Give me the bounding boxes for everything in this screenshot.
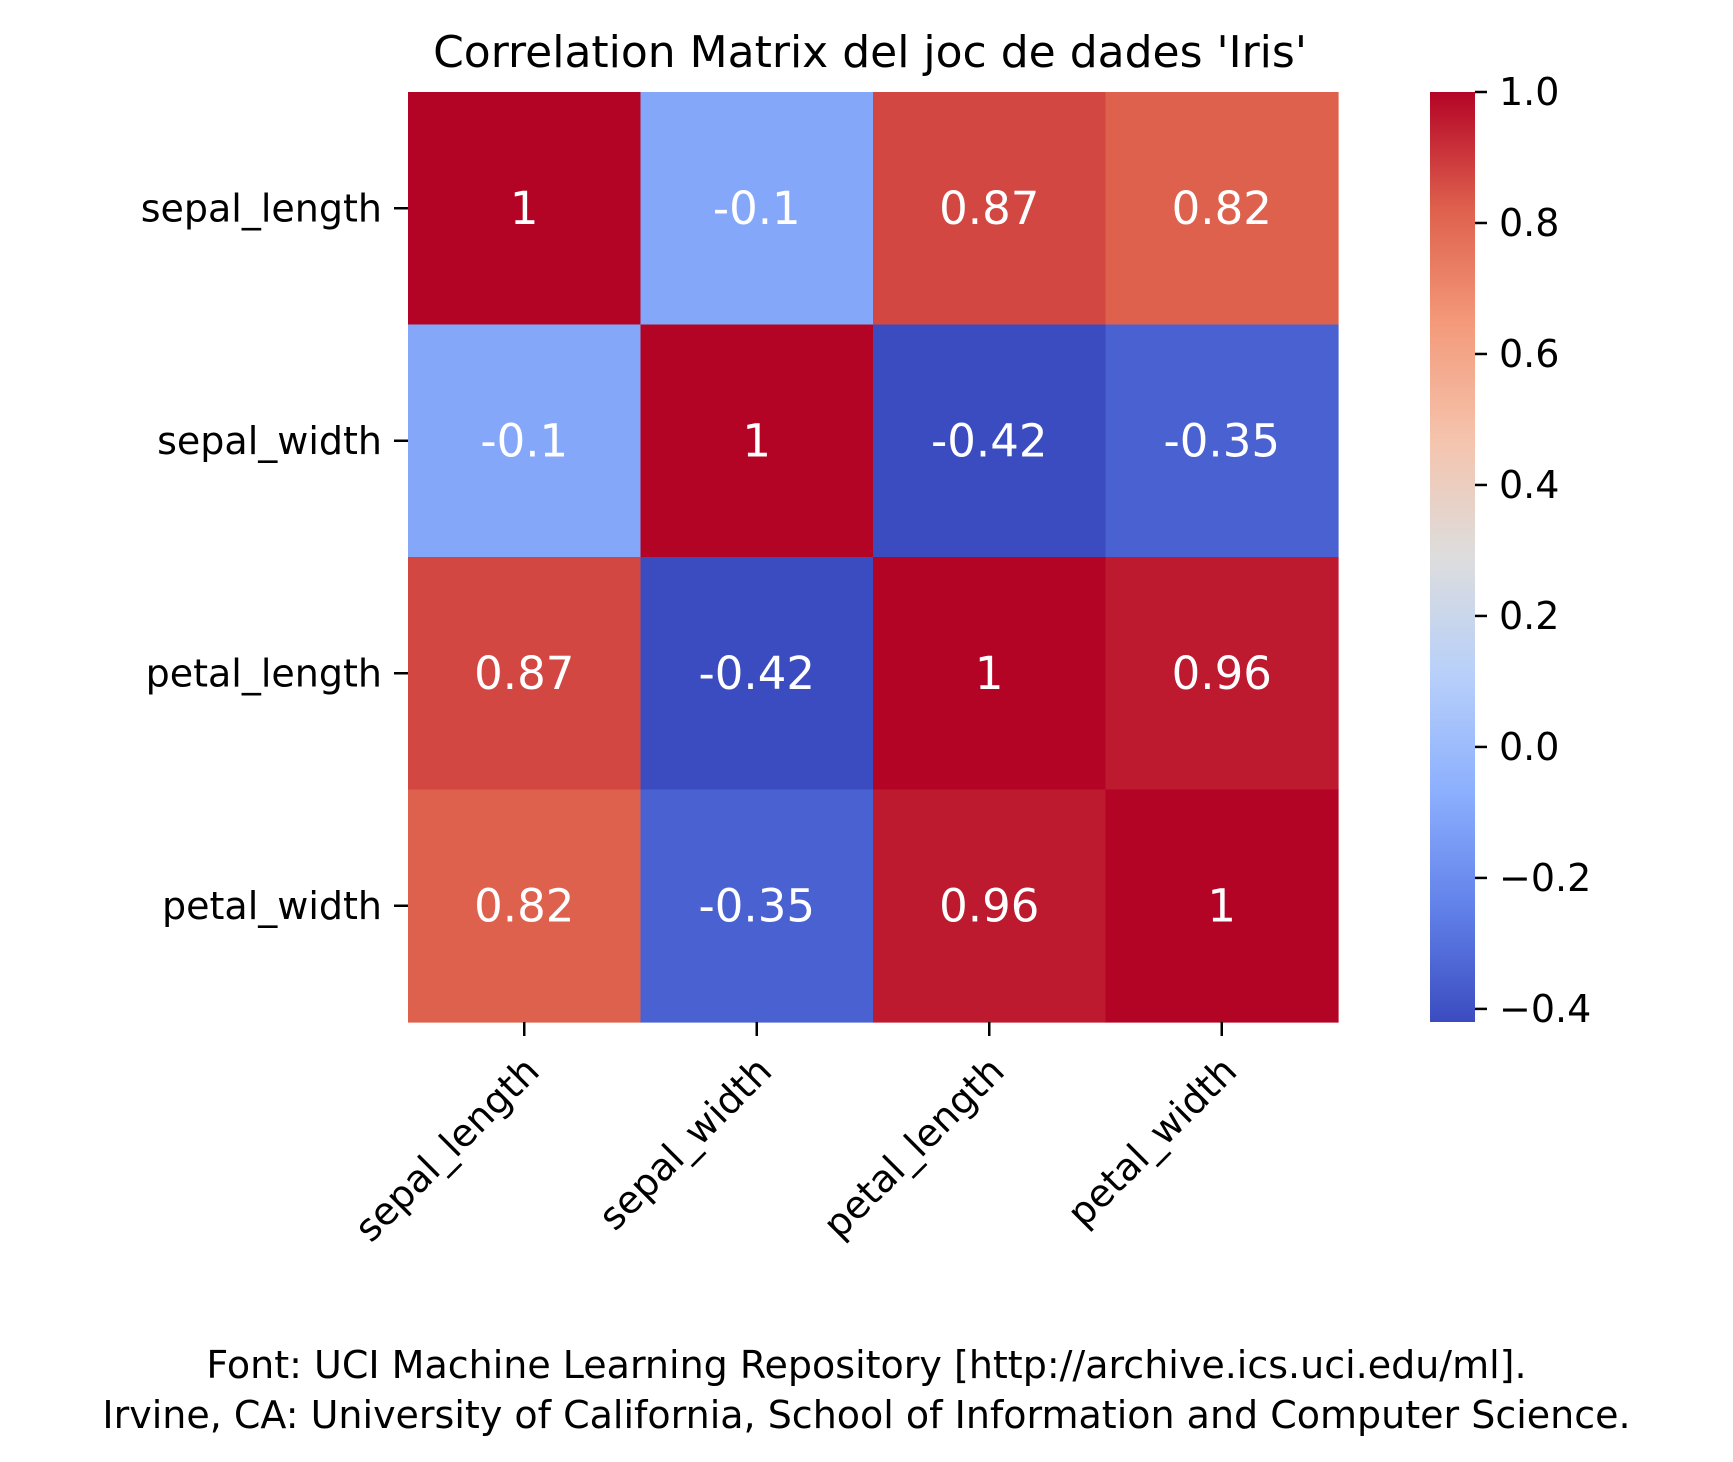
- cell-value-label: 0.87: [474, 647, 574, 700]
- colorbar-tick-label: 0.2: [1499, 594, 1559, 638]
- heatmap-cells: 1 -0.1 0.87 0.82 -0.1 1 -0.42 -0.35 0.87 -0.42 1 0.…: [408, 92, 1339, 1023]
- heatmap-cell: [1105, 557, 1339, 791]
- source-note-line-1: Font: UCI Machine Learning Repository [h…: [206, 1343, 1527, 1387]
- cell-value-label: -0.35: [699, 879, 815, 932]
- cell-value-label: 1: [975, 647, 1004, 700]
- heatmap-cell: [1105, 789, 1339, 1023]
- heatmap-cell: [1105, 92, 1339, 326]
- y-tick-label: petal_length: [146, 651, 382, 695]
- cell-value-label: -0.1: [480, 414, 568, 467]
- cell-value-label: -0.35: [1164, 414, 1280, 467]
- x-axis: sepal_length sepal_width petal_length petal…: [346, 1022, 1245, 1250]
- heatmap-cell: [873, 324, 1107, 558]
- cell-value-label: -0.42: [699, 647, 815, 700]
- heatmap-cell: [873, 92, 1107, 326]
- colorbar-tick-label: 0.8: [1499, 201, 1559, 245]
- cell-value-label: 1: [1207, 879, 1236, 932]
- heatmap-cell: [408, 789, 642, 1023]
- heatmap-cell: [873, 557, 1107, 791]
- x-tick-label: sepal_width: [590, 1048, 780, 1238]
- x-tick-label: petal_length: [815, 1048, 1013, 1246]
- colorbar-tick-label: 0.6: [1499, 332, 1559, 376]
- heatmap-cell: [408, 557, 642, 791]
- heatmap-cell: [640, 789, 874, 1023]
- heatmap-cell: [408, 92, 642, 326]
- x-tick-label: sepal_length: [346, 1048, 548, 1250]
- heatmap-cell: [640, 557, 874, 791]
- colorbar-tick-label: 0.4: [1499, 463, 1559, 507]
- cell-value-label: 0.87: [939, 182, 1039, 235]
- heatmap-cell: [640, 92, 874, 326]
- chart-title: Correlation Matrix del joc de dades 'Iri…: [433, 27, 1307, 78]
- colorbar-tick-label: 1.0: [1499, 70, 1559, 114]
- cell-value-label: -0.42: [931, 414, 1047, 467]
- x-tick-label: petal_width: [1059, 1048, 1246, 1235]
- heatmap-cell: [873, 789, 1107, 1023]
- cell-value-label: 1: [742, 414, 771, 467]
- colorbar-tick-label: 0.0: [1499, 725, 1559, 769]
- y-tick-label: sepal_width: [157, 419, 382, 463]
- cell-value-label: 0.96: [1172, 647, 1272, 700]
- cell-value-label: -0.1: [713, 182, 801, 235]
- cell-value-label: 0.96: [939, 879, 1039, 932]
- heatmap-cell: [408, 324, 642, 558]
- colorbar-tick-label: −0.4: [1499, 987, 1591, 1031]
- y-tick-label: petal_width: [162, 884, 382, 928]
- colorbar: 1.0 0.8 0.6 0.4 0.2 0.0 −0.2 −0.4: [1430, 70, 1591, 1031]
- y-tick-label: sepal_length: [141, 186, 382, 230]
- heatmap-cell: [640, 324, 874, 558]
- y-axis: sepal_length sepal_width petal_lengthpetal…: [141, 186, 408, 928]
- source-note-line-2: Irvine, CA: University of California, Sc…: [102, 1393, 1631, 1437]
- cell-value-label: 0.82: [474, 879, 574, 932]
- colorbar-gradient: [1430, 92, 1475, 1022]
- cell-value-label: 1: [510, 182, 539, 235]
- colorbar-tick-label: −0.2: [1499, 856, 1591, 900]
- heatmap-cell: [1105, 324, 1339, 558]
- cell-value-label: 0.82: [1172, 182, 1272, 235]
